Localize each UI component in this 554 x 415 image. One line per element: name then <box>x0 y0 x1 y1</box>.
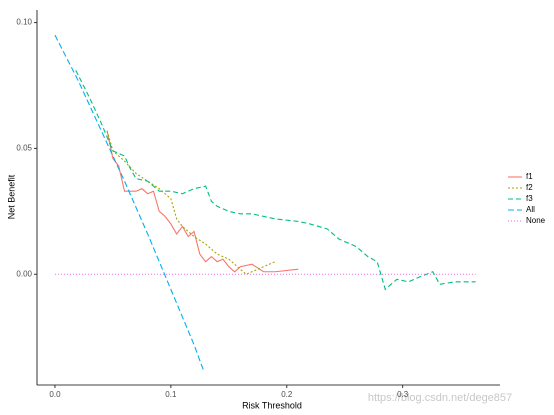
series-line <box>106 130 299 273</box>
y-axis-title: Net Benefit <box>6 174 16 219</box>
series-line <box>75 70 476 291</box>
x-axis-title: Risk Threshold <box>242 400 302 410</box>
legend-label: f1 <box>526 172 533 181</box>
x-tick-label: 0.2 <box>281 390 293 399</box>
legend-label: f3 <box>526 194 533 203</box>
x-tick-label: 0.1 <box>165 390 177 399</box>
y-tick-label: 0.05 <box>16 144 32 153</box>
y-tick-label: 0.00 <box>16 269 32 278</box>
legend-label: None <box>526 216 546 225</box>
y-tick-label: 0.10 <box>16 18 32 27</box>
x-tick-label: 0.0 <box>49 390 61 399</box>
x-tick-label: 0.3 <box>397 390 409 399</box>
legend-label: f2 <box>526 183 533 192</box>
watermark: https://blog.csdn.net/dege857 <box>368 392 512 404</box>
series-line <box>106 130 276 275</box>
series-line <box>54 34 204 371</box>
legend-label: All <box>526 205 535 214</box>
